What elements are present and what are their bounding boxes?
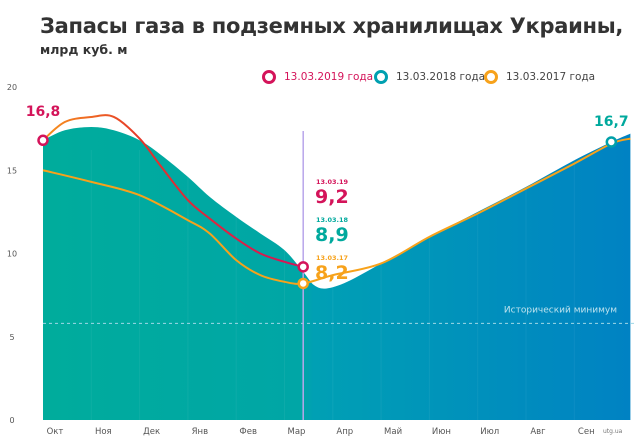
x-tick-label: Сен: [578, 427, 595, 437]
chart-title: Запасы газа в подземных хранилищах Украи…: [40, 14, 624, 38]
historical-minimum-label: Исторический минимум: [504, 305, 617, 315]
x-tick-label: Июл: [480, 427, 499, 437]
x-tick-label: Май: [384, 427, 402, 437]
marker-2017: [297, 277, 309, 290]
annotation-date: 13.03.18: [316, 216, 349, 224]
x-tick-label: Дек: [143, 427, 160, 437]
line-2019: [42, 114, 304, 268]
y-tick-label: 10: [7, 250, 17, 259]
legend-item-2018: 13.03.2018 года: [374, 70, 485, 84]
annotation-date: 13.03.19: [316, 178, 349, 186]
annotation-value: 8,9: [315, 224, 349, 246]
legend-item-2019: 13.03.2019 года: [262, 70, 373, 84]
chart-subtitle: млрд куб. м: [40, 42, 128, 57]
x-tick-label: Авг: [530, 427, 546, 437]
ring-icon: [374, 70, 388, 84]
ring-icon: [484, 70, 498, 84]
marker-2018-end: [605, 136, 618, 148]
marker-2019-current: [297, 261, 309, 273]
annotation-date: 13.03.17: [316, 254, 348, 262]
x-tick-label: Фев: [239, 427, 257, 437]
y-tick-label: 20: [7, 83, 17, 92]
area-2018: [43, 126, 631, 421]
y-tick-label: 15: [7, 166, 17, 175]
ring-icon: [262, 70, 276, 84]
x-tick-label: Ноя: [95, 427, 112, 437]
x-tick-label: Июн: [432, 427, 451, 437]
x-tick-label: Мар: [288, 427, 306, 437]
x-tick-label: Янв: [192, 427, 208, 437]
source-label: utg.ua: [603, 428, 623, 435]
legend-item-2017: 13.03.2017 года: [484, 70, 595, 84]
y-tick-label: 0: [9, 416, 14, 425]
annotation-value: 9,2: [315, 186, 349, 208]
legend-label: 13.03.2018 года: [396, 71, 486, 83]
start-value-label: 16,8: [26, 104, 61, 120]
legend-label: 13.03.2017 года: [506, 71, 596, 83]
x-tick-label: Окт: [47, 427, 64, 437]
end-value-label: 16,7: [594, 114, 629, 130]
legend-label: 13.03.2019 года: [284, 71, 374, 83]
marker-2019-start: [37, 134, 49, 147]
y-tick-label: 5: [9, 333, 14, 342]
x-tick-label: Апр: [336, 427, 353, 437]
annotation-value: 8,2: [315, 262, 349, 284]
